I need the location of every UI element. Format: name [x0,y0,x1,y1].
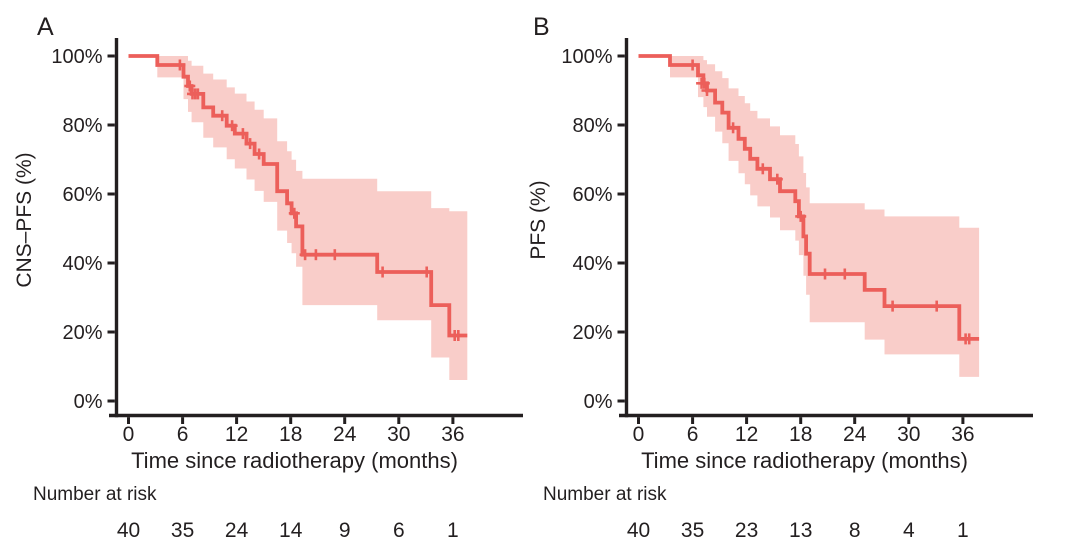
x-tick-label: 12 [225,423,248,446]
risk-count: 6 [393,519,405,542]
x-tick-label: 0 [633,423,645,446]
x-axis-title: Time since radiotherapy (months) [131,448,458,473]
y-tick-label: 100% [51,46,102,68]
panel-label: A [37,13,54,41]
x-tick-label: 24 [843,423,867,446]
x-tick-label: 30 [387,423,410,446]
y-tick-label: 60% [62,184,102,206]
x-tick-label: 24 [333,423,357,446]
risk-count: 23 [735,519,758,542]
risk-count: 13 [789,519,812,542]
x-tick-label: 18 [789,423,812,446]
panel-label: B [533,13,550,41]
risk-count: 1 [957,519,969,542]
risk-table-header: Number at risk [543,484,667,505]
x-axis-title: Time since radiotherapy (months) [641,448,968,473]
x-tick-label: 36 [441,423,464,446]
x-tick-label: 30 [897,423,920,446]
y-tick-label: 40% [62,253,102,275]
risk-count: 14 [279,519,303,542]
y-axis-title: PFS (%) [527,180,550,259]
confidence-band [670,56,980,377]
risk-count: 24 [225,519,249,542]
y-tick-label: 80% [572,115,612,137]
x-tick-label: 6 [687,423,699,446]
y-axis-title: CNS–PFS (%) [13,152,36,287]
y-tick-label: 20% [62,322,102,344]
risk-table-header: Number at risk [33,484,157,505]
panel-A: 100% 80% 60% 40% 20% 0% 0 6 12 18 24 30 36 A CNS–PFS (… [13,13,523,542]
y-tick-label: 0% [584,391,613,413]
risk-count: 35 [171,519,194,542]
x-tick-label: 12 [735,423,758,446]
x-tick-label: 36 [951,423,974,446]
x-tick-label: 6 [177,423,189,446]
y-tick-label: 100% [561,46,612,68]
x-tick-label: 0 [123,423,135,446]
risk-count: 40 [117,519,140,542]
y-tick-label: 80% [62,115,102,137]
risk-count: 4 [903,519,915,542]
risk-count: 40 [627,519,650,542]
risk-count: 9 [339,519,351,542]
risk-count: 1 [447,519,459,542]
confidence-band [157,56,468,380]
y-tick-label: 40% [572,253,612,275]
y-tick-label: 20% [572,322,612,344]
y-tick-label: 0% [74,391,103,413]
risk-count: 35 [681,519,704,542]
x-tick-label: 18 [279,423,302,446]
y-tick-label: 60% [572,184,612,206]
risk-count: 8 [849,519,861,542]
